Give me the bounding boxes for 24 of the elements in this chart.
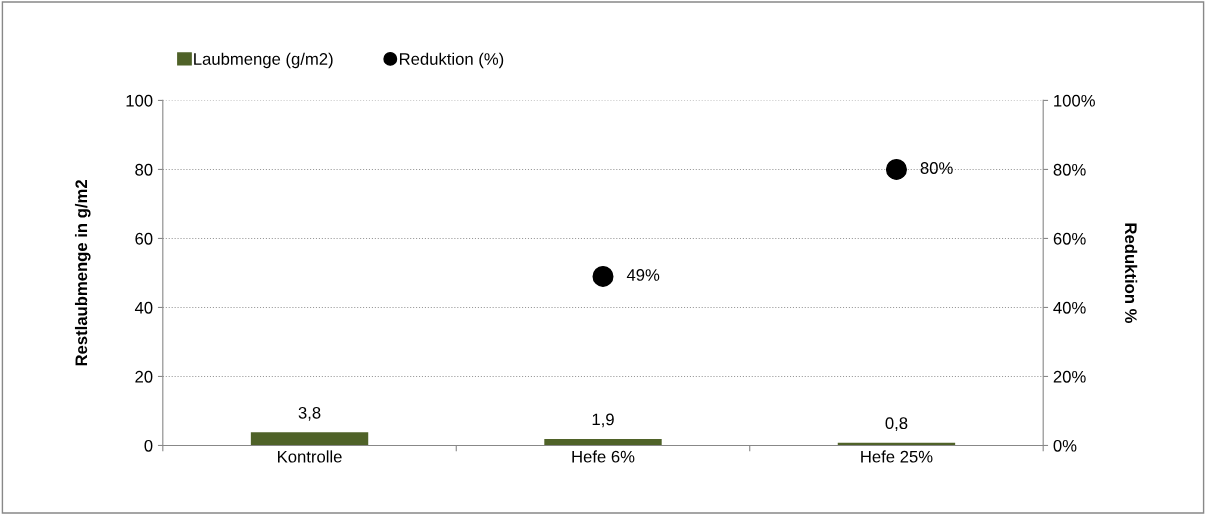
data-label: 80% — [920, 162, 953, 174]
y2-tick-label: 80% — [1053, 163, 1086, 176]
y2-tick-label: 0% — [1053, 439, 1077, 452]
y-tick-label: 100 — [126, 94, 153, 107]
y-tick-label: 40 — [134, 301, 153, 314]
x-tick-label: Kontrolle — [278, 450, 342, 463]
data-label: 0,8 — [885, 417, 908, 432]
legend-label: Laubmenge (g/m2) — [194, 52, 333, 69]
y-tick-label: 0 — [144, 439, 153, 452]
y-tick-label: 20 — [135, 370, 153, 383]
y2-tick-label: 40% — [1053, 301, 1086, 314]
y-tick-label: 80 — [135, 163, 153, 176]
data-label: 3,8 — [298, 406, 321, 421]
y2-tick-label: 20% — [1053, 370, 1086, 383]
y2-tick-label: 60% — [1053, 232, 1086, 245]
data-label: 49% — [626, 269, 660, 281]
y-tick-label: 60 — [135, 232, 153, 245]
y2-tick-label: 100% — [1054, 94, 1095, 107]
legend-label: Reduktion (%) — [399, 52, 504, 69]
x-tick-label: Hefe 6% — [572, 450, 635, 463]
y2-axis-title: Reduktion % — [1124, 223, 1138, 323]
data-label: 1,9 — [592, 413, 614, 428]
y-axis-title: Restlaubmenge in g/m2 — [74, 180, 91, 366]
x-tick-label: Hefe 25% — [861, 450, 933, 463]
